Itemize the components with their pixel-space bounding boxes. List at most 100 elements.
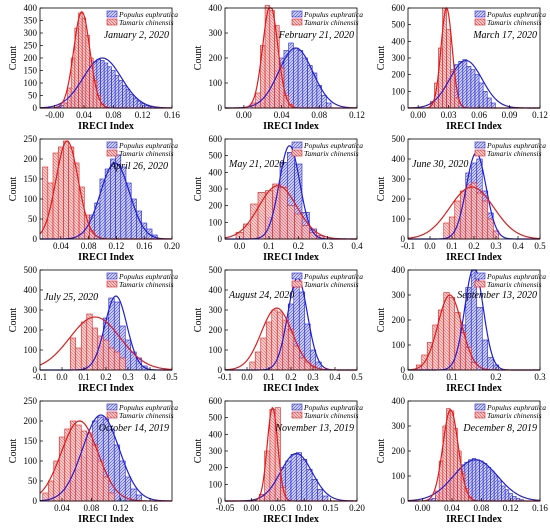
histogram-panel: 0.00 0.03 0.06 0.09 0.12 0 100 200 300 400 500 600 I…	[376, 3, 548, 132]
tamarix-bar	[254, 351, 262, 371]
x-tick-label: 0.4	[512, 241, 524, 251]
populus-bar	[490, 102, 496, 109]
populus-bar	[470, 69, 476, 109]
x-tick-label: 0.5	[351, 372, 363, 382]
legend-swatch-tamarix	[474, 280, 486, 288]
populus-bar	[466, 66, 472, 109]
legend-label-tamarix: Tamarix chinensis	[487, 149, 542, 158]
x-axis-label: IRECI Index	[446, 252, 502, 263]
panel-date-title: June 30, 2020	[412, 159, 468, 170]
y-axis-label: Count	[376, 46, 387, 71]
panel-date-title: July 25, 2020	[44, 292, 98, 303]
populus-bar	[504, 489, 510, 502]
x-tick-label: 0.1	[446, 241, 457, 251]
legend-label-tamarix: Tamarix chinensis	[304, 149, 359, 158]
histogram-panel: 0.00 0.04 0.08 0.12 0.16 0 100 200 300 400 IRECI I…	[376, 396, 548, 525]
y-tick-label: 200	[392, 315, 406, 325]
tamarix-bar	[257, 192, 266, 240]
legend-label-tamarix: Tamarix chinensis	[119, 411, 174, 420]
legend-swatch-populus	[474, 141, 486, 149]
y-tick-label: 500	[209, 265, 223, 275]
legend-label-tamarix: Tamarix chinensis	[487, 280, 542, 289]
tamarix-bar	[47, 182, 54, 240]
tamarix-bar	[449, 410, 455, 502]
x-tick-label: 0.16	[136, 241, 152, 251]
x-tick-label: -0.1	[33, 372, 47, 382]
x-tick-label: 0.4	[329, 372, 341, 382]
populus-bar	[100, 60, 105, 109]
legend-swatch-tamarix	[291, 149, 303, 157]
tamarix-bar	[249, 361, 256, 371]
legend-label-populus: Populus euphratica	[118, 403, 178, 412]
populus-bar	[104, 168, 111, 240]
populus-bar	[306, 469, 313, 502]
y-tick-label: 0	[218, 103, 223, 113]
x-tick-label: 0.08	[83, 503, 99, 513]
populus-bar	[481, 339, 489, 371]
tamarix-bar	[86, 432, 93, 502]
y-tick-label: 350	[24, 16, 38, 26]
y-tick-label: 300	[209, 28, 223, 38]
panel-date-title: November 13, 2019	[274, 423, 354, 434]
panel-date-title: September 13, 2020	[457, 290, 537, 301]
y-tick-label: 500	[24, 265, 38, 275]
plot-frame	[39, 138, 173, 240]
y-tick-label: 100	[392, 86, 406, 96]
tamarix-bar	[91, 327, 99, 371]
y-tick-label: 200	[209, 201, 223, 211]
x-tick-label: 0.3	[534, 372, 546, 382]
y-tick-label: 200	[24, 154, 38, 164]
x-tick-label: 0.2	[468, 241, 479, 251]
x-tick-label: 0.04	[54, 503, 70, 513]
x-tick-label: 0.3	[122, 372, 134, 382]
populus-bar	[497, 480, 502, 502]
plot-frame	[39, 400, 173, 502]
x-axis-label: IRECI Index	[78, 514, 134, 525]
populus-bar	[297, 50, 304, 109]
panel-date-title: October 14, 2019	[99, 423, 169, 434]
x-tick-label: 0.04	[274, 110, 290, 120]
y-tick-label: 100	[209, 345, 223, 355]
populus-bar	[114, 75, 120, 109]
tamarix-fit-curve	[407, 186, 541, 240]
x-tick-label: 0.12	[113, 503, 129, 513]
tamarix-bar	[293, 345, 300, 371]
legend-label-populus: Populus euphratica	[303, 272, 363, 281]
x-tick-label: 0.5	[166, 372, 178, 382]
populus-bar	[322, 495, 329, 502]
x-tick-label: 0.16	[164, 110, 180, 120]
y-tick-label: 300	[392, 53, 406, 63]
y-tick-label: 0	[33, 103, 38, 113]
legend-swatch-tamarix	[291, 18, 303, 26]
y-tick-label: 100	[24, 456, 38, 466]
y-tick-label: 200	[24, 325, 38, 335]
x-tick-label: 0.4	[351, 241, 363, 251]
y-axis-label: Count	[8, 46, 19, 71]
legend-swatch-tamarix	[106, 280, 118, 288]
x-axis-label: IRECI Index	[263, 121, 319, 132]
y-tick-label: 200	[392, 70, 406, 80]
populus-bar	[103, 62, 109, 109]
x-tick-label: -0.00	[45, 110, 64, 120]
y-tick-label: 50	[28, 476, 38, 486]
populus-bar	[487, 357, 494, 371]
histogram-panel: -0.1 0.0 0.1 0.2 0.3 0.4 0.5 0 100 200 300 400 500 IR…	[376, 134, 546, 263]
legend-swatch-populus	[106, 10, 118, 18]
tamarix-bar	[287, 329, 295, 371]
x-tick-label: 0.12	[349, 110, 365, 120]
y-tick-label: 100	[24, 78, 38, 88]
populus-bar	[136, 100, 142, 109]
histogram-panel: 0.00 0.04 0.08 0.12 0 100 200 300 400 IRECI Index…	[193, 3, 365, 132]
tamarix-bar	[443, 222, 450, 240]
legend-swatch-populus	[291, 10, 303, 18]
y-tick-label: 500	[209, 151, 223, 161]
legend-label-populus: Populus euphratica	[486, 272, 546, 281]
x-tick-label: 0.0	[234, 241, 246, 251]
populus-bar	[118, 80, 123, 109]
y-tick-label: 0	[218, 496, 223, 506]
y-axis-label: Count	[193, 439, 204, 464]
legend-label-populus: Populus euphratica	[486, 10, 546, 19]
